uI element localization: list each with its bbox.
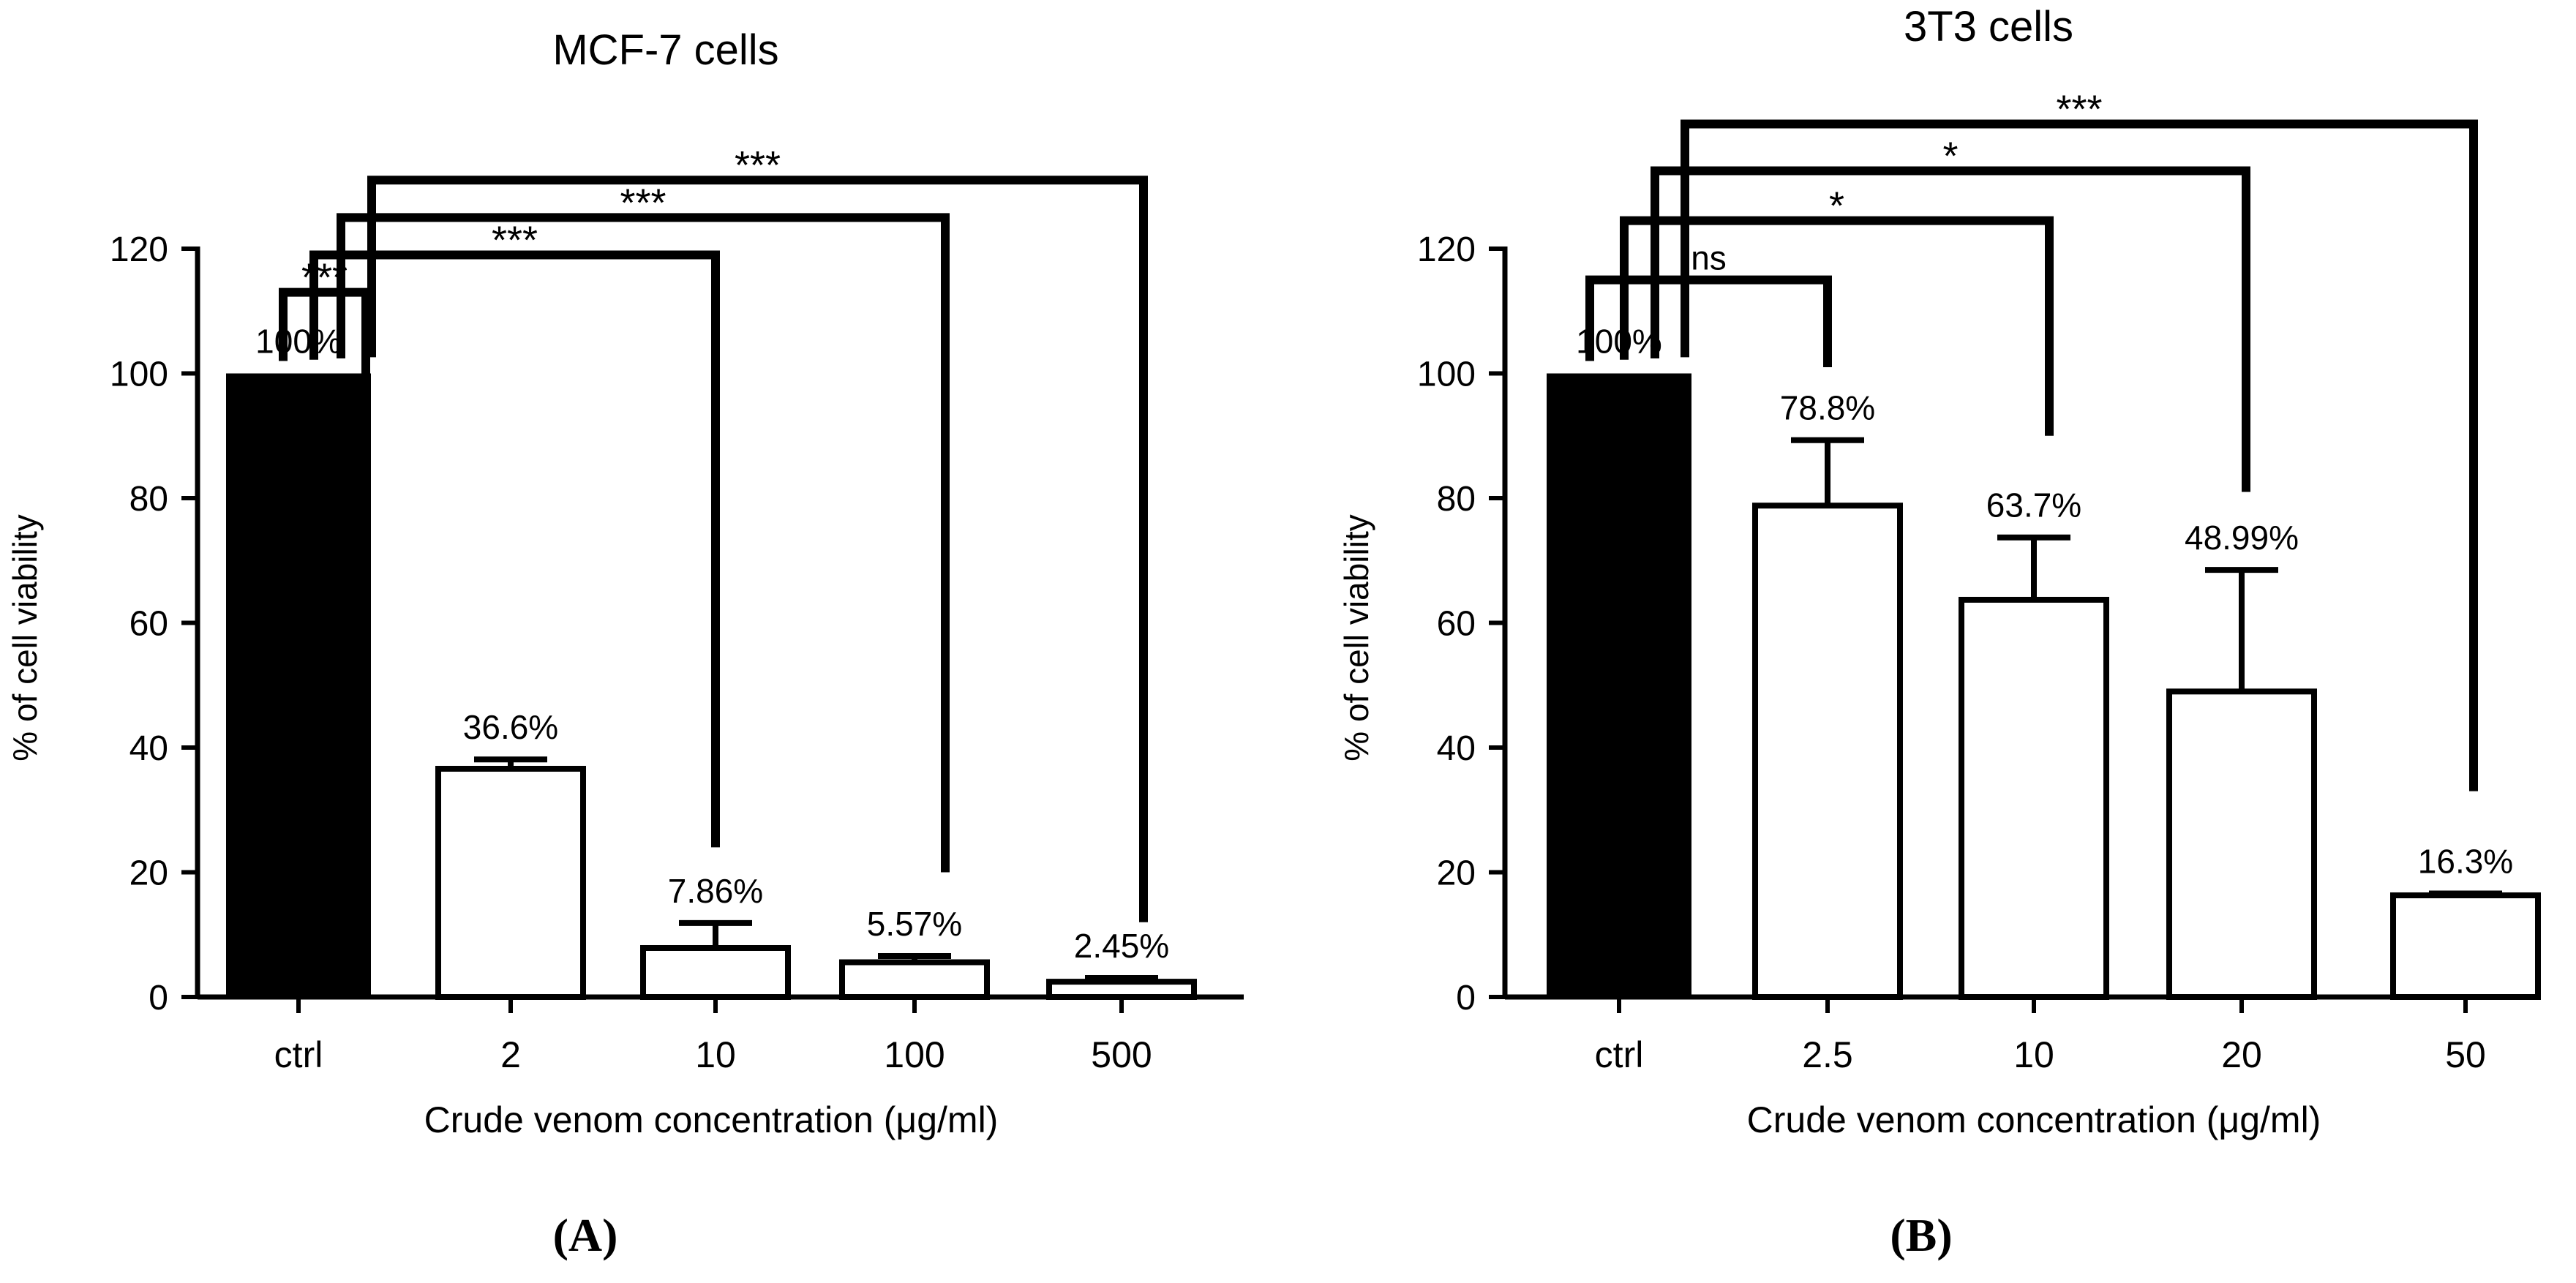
y-tick-label: 40 xyxy=(129,729,168,768)
data-label: 2.45% xyxy=(1074,927,1169,965)
bar-2-5 xyxy=(1752,503,1903,1000)
bar-ctrl xyxy=(1547,373,1691,997)
x-tick-label: 2.5 xyxy=(1802,1034,1853,1075)
data-label: 48.99% xyxy=(2185,519,2299,557)
chart-title: 3T3 cells xyxy=(1904,3,2073,50)
data-label: 63.7% xyxy=(1986,486,2081,524)
bar-50 xyxy=(2390,892,2541,1000)
bar-2 xyxy=(435,765,586,1000)
data-label: 7.86% xyxy=(668,872,763,910)
significance-bracket xyxy=(337,213,950,873)
significance-label: * xyxy=(1942,134,1958,178)
x-tick-label: 10 xyxy=(695,1034,736,1075)
y-tick-label: 0 xyxy=(1456,979,1476,1017)
chart-title: MCF-7 cells xyxy=(552,26,778,74)
significance-bracket xyxy=(309,250,720,848)
x-tick-label: ctrl xyxy=(1595,1034,1644,1075)
significance-label: *** xyxy=(620,181,666,225)
x-tick-label: 100 xyxy=(884,1034,945,1075)
data-label: 5.57% xyxy=(867,905,962,943)
bar-100 xyxy=(839,959,990,1000)
panel-label: (B) xyxy=(1890,1209,1952,1261)
bar-ctrl xyxy=(226,373,371,997)
significance-bracket xyxy=(1585,275,1832,367)
significance-label: *** xyxy=(735,143,781,187)
data-label: 78.8% xyxy=(1780,389,1875,427)
significance-bracket xyxy=(1620,216,2054,436)
y-tick-label: 0 xyxy=(149,979,168,1017)
chart-panel-b: 3T3 cells % of cell viability Crude veno… xyxy=(1337,3,2541,1261)
y-tick-label: 20 xyxy=(129,854,168,893)
x-tick-label: ctrl xyxy=(274,1034,323,1075)
y-tick-label: 120 xyxy=(110,230,168,269)
bar-10 xyxy=(640,944,791,1001)
significance-label: * xyxy=(1829,184,1844,228)
x-tick-label: 10 xyxy=(2013,1034,2054,1075)
significance-bracket xyxy=(1681,119,2478,791)
significance-bracket xyxy=(367,176,1148,922)
data-label: 16.3% xyxy=(2418,842,2513,880)
y-tick-label: 100 xyxy=(110,355,168,394)
y-tick-label: 120 xyxy=(1417,230,1476,269)
x-tick-label: 2 xyxy=(500,1034,521,1075)
y-tick-label: 60 xyxy=(1437,605,1476,644)
y-tick-label: 20 xyxy=(1437,854,1476,893)
chart-panel-a: MCF-7 cells % of cell viability Crude ve… xyxy=(6,26,1244,1261)
x-axis-label: Crude venom concentration (μg/ml) xyxy=(1747,1099,2321,1140)
panel-label: (A) xyxy=(553,1209,618,1261)
x-tick-label: 500 xyxy=(1091,1034,1152,1075)
y-tick-label: 60 xyxy=(129,605,168,644)
y-tick-label: 80 xyxy=(1437,480,1476,519)
y-tick-label: 40 xyxy=(1437,729,1476,768)
x-axis-label: Crude venom concentration (μg/ml) xyxy=(424,1099,999,1140)
bar-500 xyxy=(1046,979,1197,1001)
data-label: 36.6% xyxy=(463,708,558,746)
y-axis-label: % of cell viability xyxy=(6,514,44,761)
bar-10 xyxy=(1959,596,2109,1000)
bar-20 xyxy=(2166,688,2317,1000)
significance-label: *** xyxy=(2056,88,2102,132)
x-tick-label: 20 xyxy=(2221,1034,2262,1075)
significance-bracket xyxy=(279,287,370,685)
significance-label: *** xyxy=(492,219,538,263)
y-tick-label: 80 xyxy=(129,480,168,519)
x-tick-label: 50 xyxy=(2445,1034,2486,1075)
y-axis-label: % of cell viability xyxy=(1337,514,1375,761)
significance-label: ns xyxy=(1691,239,1727,277)
data-label: 100% xyxy=(255,323,342,361)
significance-bracket xyxy=(1651,166,2250,492)
y-tick-label: 100 xyxy=(1417,355,1476,394)
